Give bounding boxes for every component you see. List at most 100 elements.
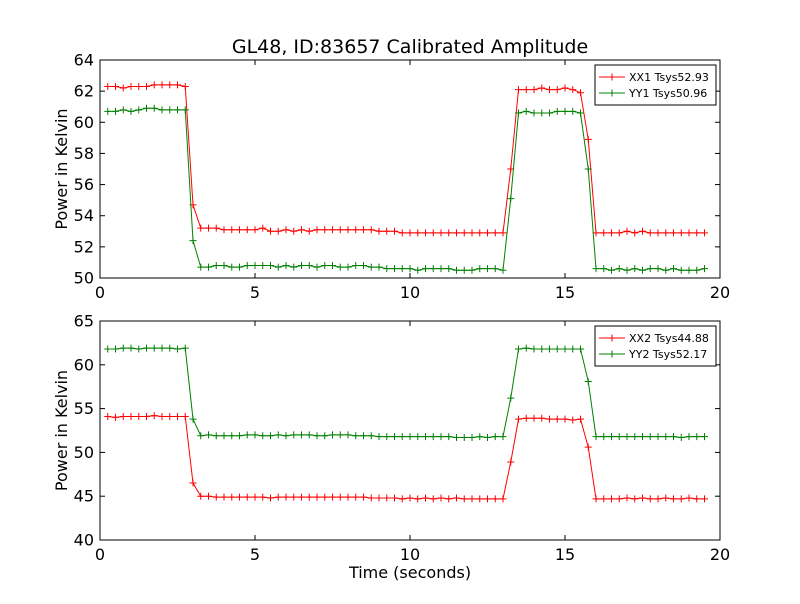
data-point	[344, 493, 352, 501]
data-point	[236, 493, 243, 501]
x-tick-label: 5	[250, 545, 260, 564]
data-point	[677, 495, 685, 503]
x-tick-label: 20	[710, 545, 730, 564]
data-point	[352, 226, 360, 234]
data-point	[406, 433, 414, 441]
data-point	[453, 434, 460, 442]
data-point	[499, 266, 507, 274]
data-point	[569, 86, 577, 94]
data-point	[491, 433, 499, 441]
data-point	[515, 415, 522, 423]
data-point	[127, 82, 135, 90]
data-point	[646, 265, 654, 273]
data-point	[677, 266, 685, 274]
data-point	[414, 495, 422, 503]
data-point	[143, 344, 150, 352]
data-point	[212, 493, 220, 501]
y-tick-label: 45	[74, 487, 94, 506]
data-point	[553, 345, 561, 353]
data-point	[631, 495, 639, 503]
data-point	[460, 229, 468, 237]
data-point	[367, 226, 375, 234]
data-point	[677, 434, 685, 442]
data-point	[639, 227, 646, 235]
x-tick-label: 5	[250, 283, 260, 302]
data-point	[476, 433, 484, 441]
data-point	[577, 345, 584, 353]
data-point	[453, 494, 460, 502]
data-point	[298, 226, 305, 234]
y-tick-label: 60	[74, 355, 94, 374]
data-point	[584, 443, 592, 451]
data-point	[468, 229, 476, 237]
data-point	[290, 493, 298, 501]
data-point	[135, 412, 143, 420]
data-point	[274, 263, 282, 271]
data-point	[646, 229, 654, 237]
data-point	[228, 226, 236, 234]
data-point	[158, 412, 166, 420]
data-point	[313, 493, 321, 501]
data-point	[685, 266, 693, 274]
data-point	[321, 226, 329, 234]
data-point	[290, 227, 298, 235]
data-point	[437, 229, 445, 237]
data-point	[693, 495, 701, 503]
data-point	[499, 433, 507, 441]
data-point	[685, 494, 693, 502]
data-point	[282, 432, 290, 440]
data-point	[174, 81, 181, 89]
data-point	[220, 493, 228, 501]
series-2	[104, 104, 708, 274]
y-tick-label: 40	[74, 531, 94, 550]
data-point	[646, 495, 654, 503]
data-point	[112, 107, 119, 115]
data-point	[414, 229, 422, 237]
legend-swatch-marker	[608, 89, 616, 97]
data-point	[212, 224, 220, 232]
data-point	[336, 431, 344, 439]
data-point	[445, 265, 453, 273]
y-axis-label: Power in Kelvin	[52, 370, 71, 491]
data-point	[205, 263, 212, 271]
data-point	[608, 495, 615, 503]
data-point	[615, 229, 623, 237]
data-point	[631, 229, 639, 237]
data-point	[476, 495, 484, 503]
data-point	[127, 412, 135, 420]
chart-title: GL48, ID:83657 Calibrated Amplitude	[232, 36, 588, 58]
data-point	[654, 495, 662, 503]
data-point	[476, 229, 484, 237]
data-point	[538, 109, 546, 117]
data-point	[267, 262, 274, 270]
data-point	[274, 227, 282, 235]
data-point	[662, 494, 670, 502]
data-point	[592, 433, 600, 441]
data-point	[538, 345, 546, 353]
data-point	[437, 433, 445, 441]
data-point	[530, 345, 538, 353]
data-point	[290, 263, 298, 271]
data-point	[600, 433, 608, 441]
data-point	[251, 493, 259, 501]
data-point	[445, 495, 453, 503]
data-point	[375, 494, 383, 502]
data-point	[228, 263, 236, 271]
data-point	[608, 229, 615, 237]
data-point	[181, 412, 189, 420]
data-point	[251, 431, 259, 439]
data-point	[445, 229, 453, 237]
data-point	[639, 433, 646, 441]
data-point	[522, 107, 530, 115]
data-point	[538, 414, 546, 422]
data-point	[143, 412, 150, 420]
data-point	[476, 265, 484, 273]
data-point	[391, 227, 398, 235]
data-point	[313, 263, 321, 271]
data-point	[181, 344, 189, 352]
x-tick-label: 10	[400, 283, 420, 302]
data-point	[670, 229, 677, 237]
data-point	[429, 433, 437, 441]
data-point	[282, 262, 290, 270]
y-tick-label: 60	[74, 113, 94, 132]
